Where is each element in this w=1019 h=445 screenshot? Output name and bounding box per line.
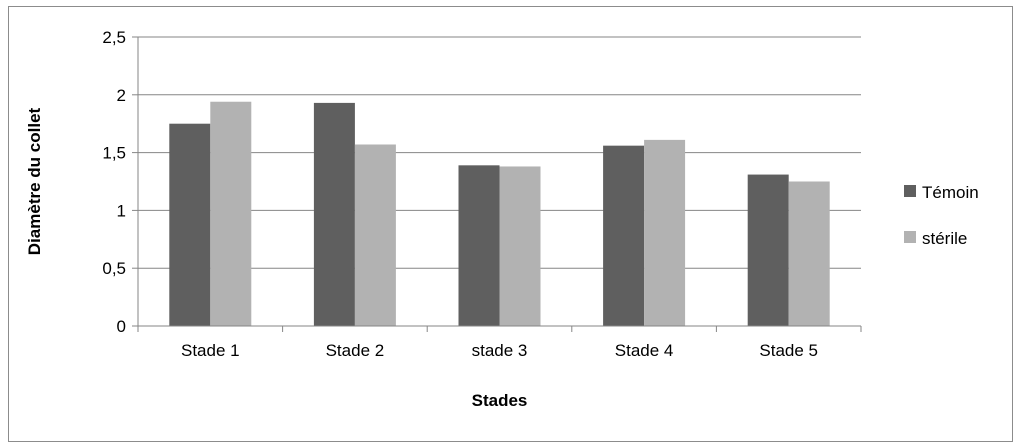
y-tick-label: 1,5 — [102, 144, 126, 163]
bar — [169, 123, 211, 326]
bar — [354, 144, 396, 326]
x-tick-label: Stade 5 — [759, 341, 818, 360]
legend: Témoin stérile — [904, 183, 979, 248]
x-tick-label: Stade 2 — [326, 341, 385, 360]
y-tick-label: 2,5 — [102, 28, 126, 47]
bar-chart: 0 0,5 1 1,5 2 2,5 Stade 1 Stade 2 stade 3 Stade 4… — [25, 28, 979, 410]
bar — [788, 181, 830, 326]
gridlines — [138, 36, 861, 269]
x-tick-label: Stade 4 — [615, 341, 674, 360]
y-tick-label: 0,5 — [102, 259, 126, 278]
bar — [603, 145, 645, 326]
x-axis-title: Stades — [472, 391, 528, 410]
bar — [499, 166, 541, 326]
legend-swatch — [904, 231, 916, 243]
legend-swatch — [904, 185, 916, 197]
bar — [210, 101, 252, 327]
legend-label: stérile — [922, 229, 967, 248]
bars — [169, 101, 830, 327]
y-tick-label: 0 — [117, 317, 126, 336]
chart-frame: 0 0,5 1 1,5 2 2,5 Stade 1 Stade 2 stade 3 Stade 4… — [8, 6, 1013, 442]
bar — [313, 102, 355, 326]
bar — [644, 139, 686, 326]
bar — [747, 174, 789, 326]
x-tick-label: Stade 1 — [181, 341, 240, 360]
bar — [458, 165, 500, 326]
y-tick-label: 1 — [117, 201, 126, 220]
y-tick-label: 2 — [117, 86, 126, 105]
tick-labels: 0 0,5 1 1,5 2 2,5 Stade 1 Stade 2 stade 3 Stade 4… — [102, 28, 818, 360]
legend-label: Témoin — [922, 183, 979, 202]
x-tick-label: stade 3 — [472, 341, 528, 360]
axes — [132, 36, 862, 332]
y-axis-title: Diamètre du collet — [25, 107, 44, 255]
